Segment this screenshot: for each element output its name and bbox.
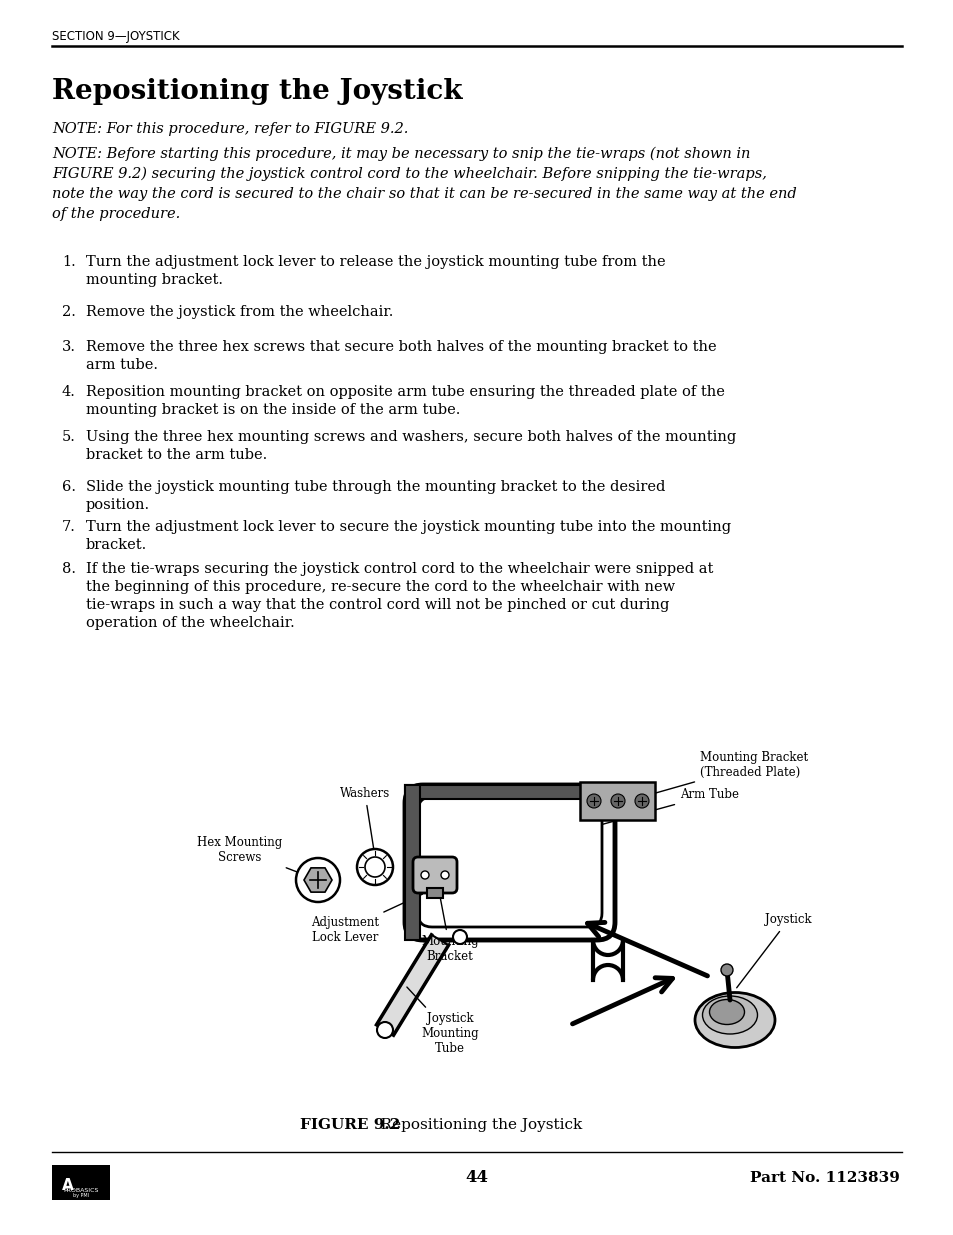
Text: note the way the cord is secured to the chair so that it can be re-secured in th: note the way the cord is secured to the … — [52, 186, 796, 201]
Text: Joystick: Joystick — [736, 914, 811, 988]
Text: Repositioning the Joystick: Repositioning the Joystick — [366, 1118, 581, 1132]
Text: A: A — [62, 1177, 73, 1193]
Text: the beginning of this procedure, re-secure the cord to the wheelchair with new: the beginning of this procedure, re-secu… — [86, 580, 675, 594]
Polygon shape — [304, 868, 332, 892]
Text: Reposition mounting bracket on opposite arm tube ensuring the threaded plate of : Reposition mounting bracket on opposite … — [86, 385, 724, 399]
Bar — [405, 785, 419, 940]
Text: operation of the wheelchair.: operation of the wheelchair. — [86, 616, 294, 630]
Text: 44: 44 — [465, 1170, 488, 1187]
Text: Part No. 1123839: Part No. 1123839 — [749, 1171, 899, 1186]
FancyArrowPatch shape — [572, 978, 672, 1024]
Text: of the procedure.: of the procedure. — [52, 207, 180, 221]
Text: Repositioning the Joystick: Repositioning the Joystick — [52, 78, 462, 105]
Circle shape — [610, 794, 624, 808]
Text: NOTE: For this procedure, refer to FIGURE 9.2.: NOTE: For this procedure, refer to FIGUR… — [52, 122, 408, 136]
FancyBboxPatch shape — [413, 857, 456, 893]
Text: Using the three hex mounting screws and washers, secure both halves of the mount: Using the three hex mounting screws and … — [86, 430, 736, 445]
Text: Turn the adjustment lock lever to secure the joystick mounting tube into the mou: Turn the adjustment lock lever to secure… — [86, 520, 730, 534]
Text: 6.: 6. — [62, 480, 76, 494]
Polygon shape — [376, 935, 448, 1035]
Circle shape — [295, 858, 339, 902]
Text: 3.: 3. — [62, 340, 76, 354]
Text: If the tie-wraps securing the joystick control cord to the wheelchair were snipp: If the tie-wraps securing the joystick c… — [86, 562, 713, 576]
Text: mounting bracket.: mounting bracket. — [86, 273, 223, 287]
Text: bracket.: bracket. — [86, 538, 147, 552]
FancyBboxPatch shape — [405, 785, 615, 940]
Text: Joystick
Mounting
Tube: Joystick Mounting Tube — [407, 987, 478, 1055]
Circle shape — [586, 794, 600, 808]
Text: Remove the joystick from the wheelchair.: Remove the joystick from the wheelchair. — [86, 305, 393, 319]
Text: 5.: 5. — [62, 430, 76, 445]
Bar — [579, 782, 655, 820]
Text: Washers: Washers — [339, 787, 390, 855]
Circle shape — [365, 857, 385, 877]
Text: 4.: 4. — [62, 385, 76, 399]
Text: 1.: 1. — [62, 254, 75, 269]
Bar — [405, 785, 615, 799]
Circle shape — [635, 794, 648, 808]
Text: Slide the joystick mounting tube through the mounting bracket to the desired: Slide the joystick mounting tube through… — [86, 480, 664, 494]
Text: Hex Mounting
Screws: Hex Mounting Screws — [197, 836, 315, 879]
Text: 7.: 7. — [62, 520, 76, 534]
Ellipse shape — [709, 999, 743, 1025]
Text: position.: position. — [86, 498, 150, 513]
Text: Mounting Bracket
(Threaded Plate): Mounting Bracket (Threaded Plate) — [619, 751, 807, 803]
Text: tie-wraps in such a way that the control cord will not be pinched or cut during: tie-wraps in such a way that the control… — [86, 598, 669, 613]
Circle shape — [356, 848, 393, 885]
Text: mounting bracket is on the inside of the arm tube.: mounting bracket is on the inside of the… — [86, 403, 460, 417]
Text: arm tube.: arm tube. — [86, 358, 158, 372]
FancyArrowPatch shape — [587, 923, 707, 976]
Ellipse shape — [695, 993, 774, 1047]
Circle shape — [453, 930, 467, 944]
Text: bracket to the arm tube.: bracket to the arm tube. — [86, 448, 267, 462]
Bar — [427, 888, 442, 898]
Circle shape — [440, 871, 449, 879]
Circle shape — [720, 965, 732, 976]
Text: Remove the three hex screws that secure both halves of the mounting bracket to t: Remove the three hex screws that secure … — [86, 340, 716, 354]
Text: SECTION 9—JOYSTICK: SECTION 9—JOYSTICK — [52, 30, 179, 43]
Text: 2.: 2. — [62, 305, 76, 319]
Text: Adjustment
Lock Lever: Adjustment Lock Lever — [311, 894, 422, 944]
Text: Turn the adjustment lock lever to release the joystick mounting tube from the: Turn the adjustment lock lever to releas… — [86, 254, 665, 269]
Text: by PMI: by PMI — [72, 1193, 89, 1198]
Text: FIGURE 9.2: FIGURE 9.2 — [299, 1118, 400, 1132]
Text: PROBASICS: PROBASICS — [63, 1188, 98, 1193]
Bar — [52, 1165, 110, 1200]
Circle shape — [376, 1023, 393, 1037]
Text: Mounting
Bracket: Mounting Bracket — [420, 873, 478, 963]
Ellipse shape — [701, 995, 757, 1034]
Text: NOTE: Before starting this procedure, it may be necessary to snip the tie-wraps : NOTE: Before starting this procedure, it… — [52, 147, 750, 162]
Text: FIGURE 9.2) securing the joystick control cord to the wheelchair. Before snippin: FIGURE 9.2) securing the joystick contro… — [52, 167, 766, 182]
Text: Arm Tube: Arm Tube — [602, 788, 739, 824]
Text: 8.: 8. — [62, 562, 76, 576]
Circle shape — [420, 871, 429, 879]
FancyBboxPatch shape — [417, 797, 601, 927]
